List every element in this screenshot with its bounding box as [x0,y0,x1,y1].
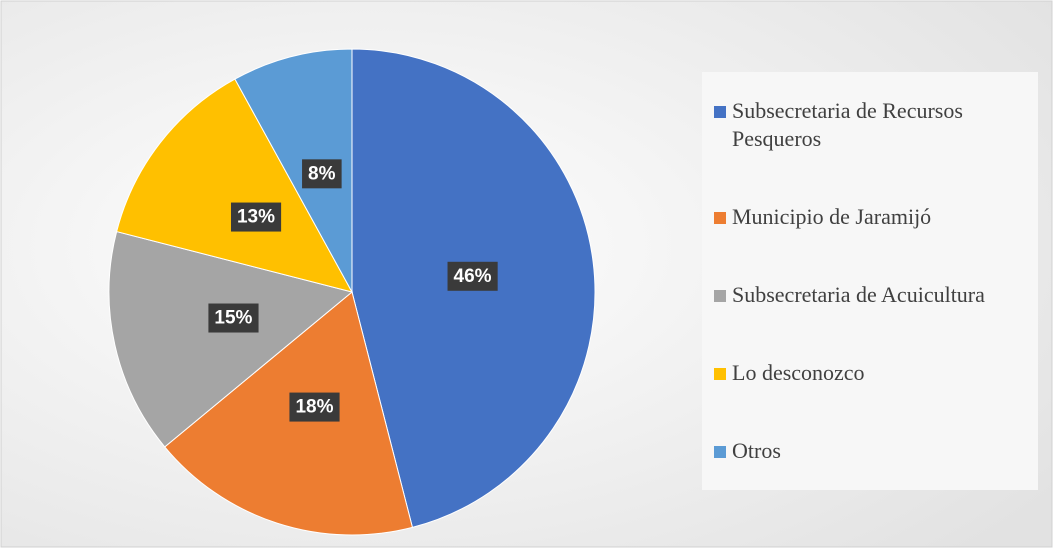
value-label-background [208,303,259,333]
legend-label: Municipio de Jaramijó [732,204,932,229]
pie-slice [116,78,353,293]
pie-slice [108,230,354,448]
value-label: 18% [295,397,333,418]
legend-swatch [714,368,726,380]
legend-item: Subsecretaria de Acuicultura [714,281,1038,309]
value-label-background [447,261,498,291]
legend-swatch [714,290,726,302]
legend-swatch [714,212,726,224]
value-label: 13% [237,207,275,228]
value-label: 8% [308,163,336,184]
legend-swatch [714,446,726,458]
value-label-background [289,392,340,422]
legend-label: Subsecretaria de Recursos Pesqueros [732,98,963,151]
legend-item: Municipio de Jaramijó [714,203,1038,231]
legend-label: Lo desconozco [732,360,865,385]
value-label-background [302,159,342,189]
legend-item: Subsecretaria de Recursos Pesqueros [714,97,1038,153]
legend-label: Otros [732,438,781,463]
value-label: 15% [214,308,252,329]
value-label: 46% [454,266,492,287]
legend-label: Subsecretaria de Acuicultura [732,282,985,307]
pie-slice [164,291,414,536]
legend-item: Lo desconozco [714,359,1038,387]
legend-swatch [714,106,726,118]
pie-slice [234,48,353,293]
legend-item: Otros [714,437,1038,465]
legend: Subsecretaria de Recursos Pesqueros Munic… [702,72,1038,490]
value-label-background [230,202,282,232]
